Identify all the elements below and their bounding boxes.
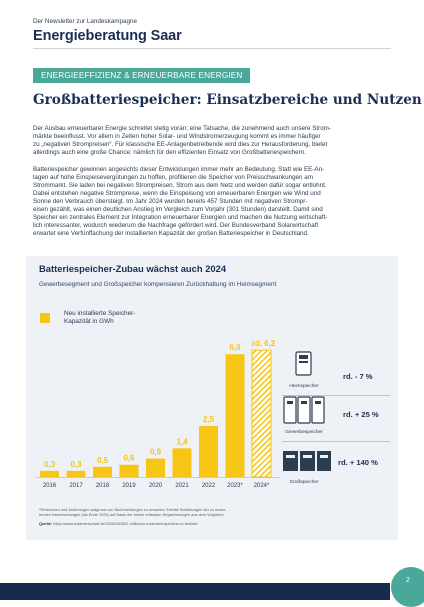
chart-panel	[26, 256, 398, 540]
value-label: 0,3	[70, 460, 82, 469]
bar-2021	[172, 448, 192, 477]
paragraph-line: zu „negativen Strompreisen“. Für klassis…	[33, 141, 328, 149]
paragraph-line: Speicher ein zentrales Element zur Integ…	[33, 214, 328, 222]
value-label: 6,0	[229, 343, 241, 352]
bar-2022	[199, 425, 218, 477]
brand-title: Energieberatung Saar	[33, 28, 182, 44]
grid-battery-icon	[283, 451, 331, 471]
value-label: rd. 6,2	[252, 339, 276, 348]
x-tick-label: 2018	[96, 483, 110, 489]
x-tick-label: 2022	[202, 483, 216, 489]
commercial-battery-icon	[283, 396, 325, 424]
bar-2020	[146, 458, 165, 477]
source-url[interactable]: https://www.solarwirtschaft.de/2025/05/0…	[53, 521, 198, 526]
bar-2024*	[251, 349, 272, 478]
paragraph-line: Der Ausbau erneuerbarer Energie schreite…	[33, 125, 331, 132]
legend-line: Neu installierte Speicher-	[64, 310, 136, 317]
x-tick-label: 2020	[149, 483, 163, 489]
footer-bar	[0, 583, 390, 600]
segment-divider	[282, 395, 390, 396]
paragraph-line: märkte beeinflusst. Vor allem in Zeiten …	[33, 133, 321, 141]
page-number: 2	[406, 577, 410, 584]
bar-2023*	[225, 354, 245, 477]
paragraph-line: eisen gezählt, was einen deutlichen Anst…	[33, 206, 323, 214]
value-label: 2,5	[203, 415, 215, 424]
header-divider	[33, 48, 391, 49]
segment-change-home: rd. - 7 %	[343, 372, 373, 381]
source-label: Quelle:	[39, 521, 53, 526]
paragraph-line: Batteriespeicher gewinnen angesichts die…	[33, 166, 325, 173]
bar-2016	[40, 470, 59, 477]
footnote-line: *Revisionen und Änderungen aufgrund von …	[39, 507, 227, 512]
segment-change-commercial: rd. + 25 %	[343, 410, 379, 419]
x-tick-label: 2023*	[227, 483, 243, 489]
paragraph-line: Dabei entstehen negative Strompreise, we…	[33, 190, 321, 198]
x-tick-label: 2021	[175, 483, 189, 489]
paragraph-line: lich interessanter, wodurch wiederum die…	[33, 222, 319, 230]
value-label: 0,3	[44, 460, 56, 469]
paragraph-intro: Der Ausbau erneuerbarer Energie schreite…	[33, 125, 393, 157]
newsletter-kicker: Der Newsletter zur Landeskampagne	[33, 18, 137, 25]
legend-swatch	[40, 313, 50, 323]
paragraph-line: lagen auf hohe Einspeisevergütungen zu h…	[33, 174, 313, 182]
value-label: 0,5	[97, 456, 109, 465]
chart-source: Quelle: https://www.solarwirtschaft.de/2…	[39, 521, 198, 526]
segment-label-grid: Großspeicher	[289, 480, 319, 485]
paragraph-line: Sonne den Verbrauch übersteigt. Im Jahr …	[33, 198, 308, 206]
x-tick-label: 2016	[43, 483, 57, 489]
segment-label-home: Heimspeicher	[289, 384, 319, 389]
legend-label: Neu installierte Speicher- Kapazität in …	[64, 310, 174, 327]
segment-change-grid: rd. + 140 %	[338, 458, 378, 467]
chart-title: Batteriespeicher-Zubau wächst auch 2024	[39, 263, 227, 274]
legend-line: Kapazität in GWh	[64, 318, 114, 326]
segment-divider	[282, 441, 390, 442]
x-tick-label: 2019	[122, 483, 136, 489]
paragraph-line: Strommarkt. Sie laden bei negativen Stro…	[33, 182, 327, 190]
bar-2017	[66, 470, 86, 477]
home-battery-icon	[295, 351, 312, 376]
section-tag: ENERGIEEFFIZIENZ & ERNEUERBARE ENERGIEN	[33, 68, 251, 83]
article-headline: Großbatteriespeicher: Einsatzbereiche un…	[33, 92, 422, 108]
footnote-line: tenden Nachmeldungen (bis Ende 2025) auf…	[39, 512, 225, 517]
x-tick-label: 2017	[69, 483, 83, 489]
segment-label-commercial: Gewerbespeicher	[285, 430, 323, 435]
page-number-badge	[391, 567, 424, 607]
paragraph-line: allerdings auch eine große Chance: nämli…	[33, 149, 306, 157]
chart-footnote: *Revisionen und Änderungen aufgrund von …	[39, 507, 369, 517]
value-label: 1,4	[176, 437, 188, 446]
chart-subtitle: Gewerbesegment und Großspeicher kompensi…	[39, 281, 277, 288]
value-label: 0,9	[150, 448, 162, 457]
paragraph-main: Batteriespeicher gewinnen angesichts die…	[33, 166, 393, 238]
bar-2019	[119, 464, 139, 477]
paragraph-line: erwartet eine Verfünffachung der install…	[33, 230, 309, 238]
bar-2018	[93, 466, 112, 477]
value-label: 0,6	[123, 454, 135, 463]
x-tick-label: 2024*	[254, 483, 270, 489]
